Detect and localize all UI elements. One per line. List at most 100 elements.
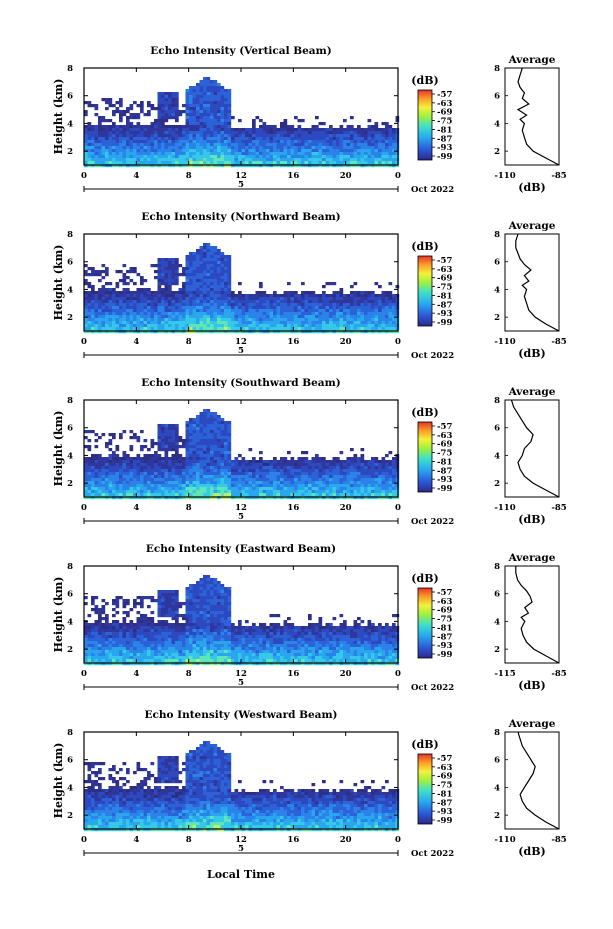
colorbar bbox=[417, 421, 433, 493]
y-tick-label: 8 bbox=[67, 396, 73, 406]
x-tick-label: 12 bbox=[235, 171, 247, 181]
day-label: 5 bbox=[238, 678, 244, 688]
profile-x-tick-label: -110 bbox=[494, 503, 515, 513]
y-tick-label: 2 bbox=[67, 313, 73, 323]
x-tick-label: 0 bbox=[81, 337, 87, 347]
x-tick-label: 8 bbox=[186, 669, 192, 679]
profile-title: Average bbox=[508, 718, 556, 730]
colorbar-tick-label: -93 bbox=[437, 807, 452, 817]
x-tick-label: 4 bbox=[133, 669, 139, 679]
y-tick-label: 8 bbox=[67, 64, 73, 74]
colorbar-tick-label: -69 bbox=[437, 772, 452, 782]
x-tick-label: 20 bbox=[340, 337, 352, 347]
profile-y-tick-label: 6 bbox=[494, 424, 500, 434]
colorbar-tick-label: -99 bbox=[437, 816, 452, 826]
profile-y-tick-label: 6 bbox=[494, 590, 500, 600]
x-tick-label: 16 bbox=[287, 503, 299, 513]
heatmap-field bbox=[84, 243, 400, 334]
profile-x-tick-label: -110 bbox=[494, 171, 515, 181]
colorbar-tick-label: -99 bbox=[437, 152, 452, 162]
x-tick-label: 8 bbox=[186, 337, 192, 347]
chart-title: Echo Intensity (Eastward Beam) bbox=[146, 543, 336, 555]
panel-2: Echo Intensity (Southward Beam)2468Heigh… bbox=[52, 377, 567, 527]
heatmap-field bbox=[84, 77, 400, 168]
profile-title: Average bbox=[508, 552, 556, 564]
profile-y-tick-label: 2 bbox=[494, 479, 500, 489]
profile-frame bbox=[504, 67, 560, 166]
colorbar-tick-label: -93 bbox=[437, 143, 452, 153]
profile-x-label: (dB) bbox=[518, 679, 545, 692]
colorbar-tick-label: -87 bbox=[437, 300, 452, 310]
y-tick-label: 8 bbox=[67, 562, 73, 572]
chart-title: Echo Intensity (Vertical Beam) bbox=[150, 45, 331, 57]
colorbar-tick-label: -99 bbox=[437, 484, 452, 494]
y-axis-label: Height (km) bbox=[52, 79, 65, 155]
profile-title: Average bbox=[508, 220, 556, 232]
profile-frame bbox=[504, 233, 560, 332]
profile-x-tick-label: -115 bbox=[494, 669, 515, 679]
profile-line bbox=[515, 566, 560, 664]
heatmap-field bbox=[84, 409, 400, 500]
x-tick-label: 0 bbox=[81, 835, 87, 845]
profile-y-tick-label: 8 bbox=[494, 728, 500, 738]
colorbar-tick-label: -69 bbox=[437, 108, 452, 118]
profile-x-tick-label: -85 bbox=[551, 835, 566, 845]
profile-x-label: (dB) bbox=[518, 181, 545, 194]
x-axis-label: Local Time bbox=[207, 868, 275, 881]
profile-y-tick-label: 2 bbox=[494, 645, 500, 655]
profile-line bbox=[515, 233, 560, 332]
colorbar-tick-label: -81 bbox=[437, 125, 452, 135]
y-tick-label: 6 bbox=[67, 590, 73, 600]
colorbar bbox=[417, 89, 433, 161]
y-tick-label: 2 bbox=[67, 147, 73, 157]
y-tick-label: 4 bbox=[67, 783, 73, 793]
colorbar-unit: (dB) bbox=[411, 738, 438, 751]
panel-4: Echo Intensity (Westward Beam)2468Height… bbox=[52, 709, 567, 859]
profile-line bbox=[510, 399, 560, 498]
panel-3: Echo Intensity (Eastward Beam)2468Height… bbox=[52, 543, 567, 693]
colorbar bbox=[417, 753, 433, 825]
colorbar-tick-label: -75 bbox=[437, 283, 452, 293]
profile-y-tick-label: 2 bbox=[494, 147, 500, 157]
colorbar-tick-label: -57 bbox=[437, 422, 452, 432]
date-label: Oct 2022 bbox=[411, 185, 454, 195]
colorbar-tick-label: -75 bbox=[437, 781, 452, 791]
y-tick-label: 4 bbox=[67, 617, 73, 627]
profile-y-tick-label: 8 bbox=[494, 230, 500, 240]
colorbar-tick-label: -57 bbox=[437, 588, 452, 598]
colorbar-tick-label: -57 bbox=[437, 90, 452, 100]
colorbar-tick-label: -81 bbox=[437, 789, 452, 799]
profile-x-tick-label: -85 bbox=[551, 171, 566, 181]
profile-x-tick-label: -85 bbox=[551, 503, 566, 513]
profile-y-tick-label: 4 bbox=[494, 617, 500, 627]
x-tick-label: 0 bbox=[395, 669, 401, 679]
y-tick-label: 6 bbox=[67, 756, 73, 766]
x-tick-label: 8 bbox=[186, 171, 192, 181]
day-label: 5 bbox=[238, 346, 244, 356]
x-tick-label: 4 bbox=[133, 835, 139, 845]
profile-title: Average bbox=[508, 54, 556, 66]
x-tick-label: 16 bbox=[287, 337, 299, 347]
x-tick-label: 0 bbox=[395, 171, 401, 181]
y-axis-label: Height (km) bbox=[52, 411, 65, 487]
profile-line bbox=[516, 67, 560, 166]
x-tick-label: 4 bbox=[133, 171, 139, 181]
day-label: 5 bbox=[238, 844, 244, 854]
x-tick-label: 0 bbox=[81, 669, 87, 679]
colorbar-tick-label: -99 bbox=[437, 318, 452, 328]
x-tick-label: 20 bbox=[340, 835, 352, 845]
x-tick-label: 12 bbox=[235, 503, 247, 513]
x-tick-label: 8 bbox=[186, 835, 192, 845]
profile-frame bbox=[504, 399, 560, 498]
chart-title: Echo Intensity (Westward Beam) bbox=[144, 709, 337, 721]
profile-frame bbox=[504, 731, 560, 830]
colorbar-tick-label: -63 bbox=[437, 265, 452, 275]
chart-title: Echo Intensity (Southward Beam) bbox=[141, 377, 340, 389]
colorbar-tick-label: -69 bbox=[437, 440, 452, 450]
colorbar-unit: (dB) bbox=[411, 240, 438, 253]
colorbar-tick-label: -99 bbox=[437, 650, 452, 660]
panel-0: Echo Intensity (Vertical Beam)2468Height… bbox=[52, 45, 567, 195]
x-tick-label: 8 bbox=[186, 503, 192, 513]
colorbar-tick-label: -93 bbox=[437, 475, 452, 485]
x-tick-label: 16 bbox=[287, 171, 299, 181]
